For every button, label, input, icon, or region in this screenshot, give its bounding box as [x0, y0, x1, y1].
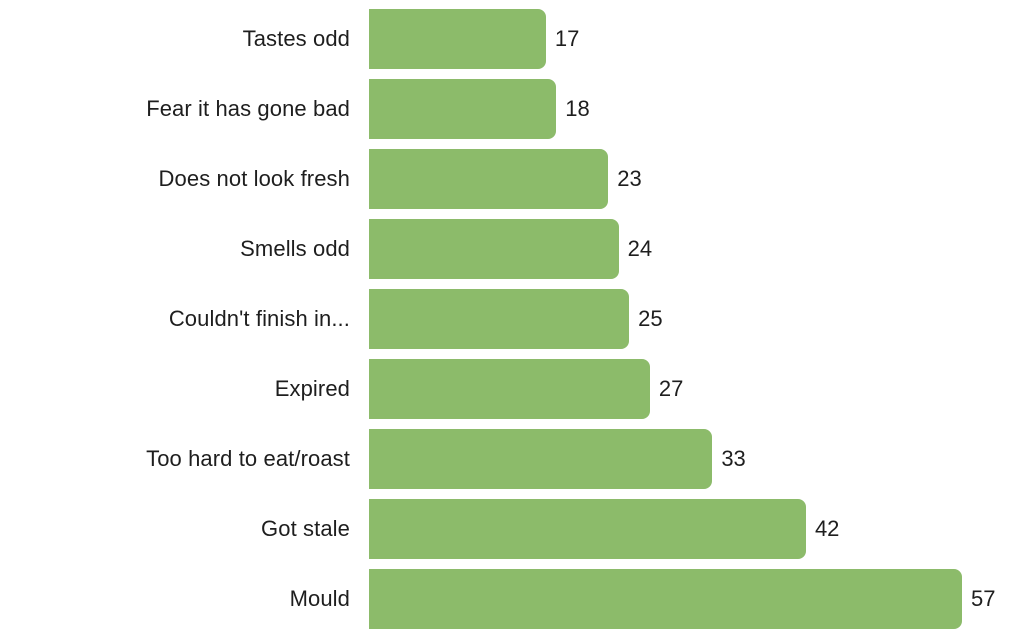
value-label: 17 [554, 26, 580, 51]
bar-track: 17 [369, 9, 1024, 69]
category-label: Does not look fresh [158, 166, 350, 191]
bar [369, 149, 609, 209]
value-label: 25 [638, 306, 663, 331]
bar [369, 359, 650, 419]
bar-track: 23 [369, 149, 1024, 209]
category-label: Expired [274, 376, 350, 401]
chart-row: Tastes odd 17 [0, 4, 1024, 74]
chart-row: Fear it has gone bad 18 [0, 74, 1024, 144]
chart-row: Got stale 42 [0, 494, 1024, 564]
chart-row: Expired 27 [0, 354, 1024, 424]
bar-track: 27 [369, 359, 1024, 419]
chart-row: Couldn't finish in... 25 [0, 284, 1024, 354]
category-label: Too hard to eat/roast [146, 446, 350, 471]
bar [369, 289, 630, 349]
bar-track: 57 [369, 569, 1024, 629]
value-label: 57 [971, 586, 996, 611]
bar [369, 9, 546, 69]
bar-track: 33 [369, 429, 1024, 489]
bar-track: 18 [369, 79, 1024, 139]
category-label: Smells odd [240, 236, 350, 261]
bar-track: 24 [369, 219, 1024, 279]
bar-track: 42 [369, 499, 1024, 559]
category-label: Fear it has gone bad [146, 96, 350, 121]
category-label: Couldn't finish in... [168, 306, 350, 331]
category-label: Got stale [261, 516, 350, 541]
bar [369, 569, 962, 629]
bar [369, 219, 619, 279]
value-label: 23 [617, 166, 642, 191]
value-label: 27 [658, 376, 684, 401]
chart-row: Does not look fresh 23 [0, 144, 1024, 214]
category-label: Mould [289, 586, 350, 611]
chart-row: Too hard to eat/roast 33 [0, 424, 1024, 494]
chart-row: Mould 57 [0, 564, 1024, 634]
value-label: 42 [814, 516, 840, 541]
bar [369, 499, 806, 559]
bar [369, 79, 557, 139]
chart-row: Smells odd 24 [0, 214, 1024, 284]
value-label: 33 [721, 446, 746, 471]
category-label: Tastes odd [242, 26, 350, 51]
value-label: 18 [565, 96, 590, 121]
bar-track: 25 [369, 289, 1024, 349]
bar [369, 429, 713, 489]
value-label: 24 [627, 236, 653, 261]
